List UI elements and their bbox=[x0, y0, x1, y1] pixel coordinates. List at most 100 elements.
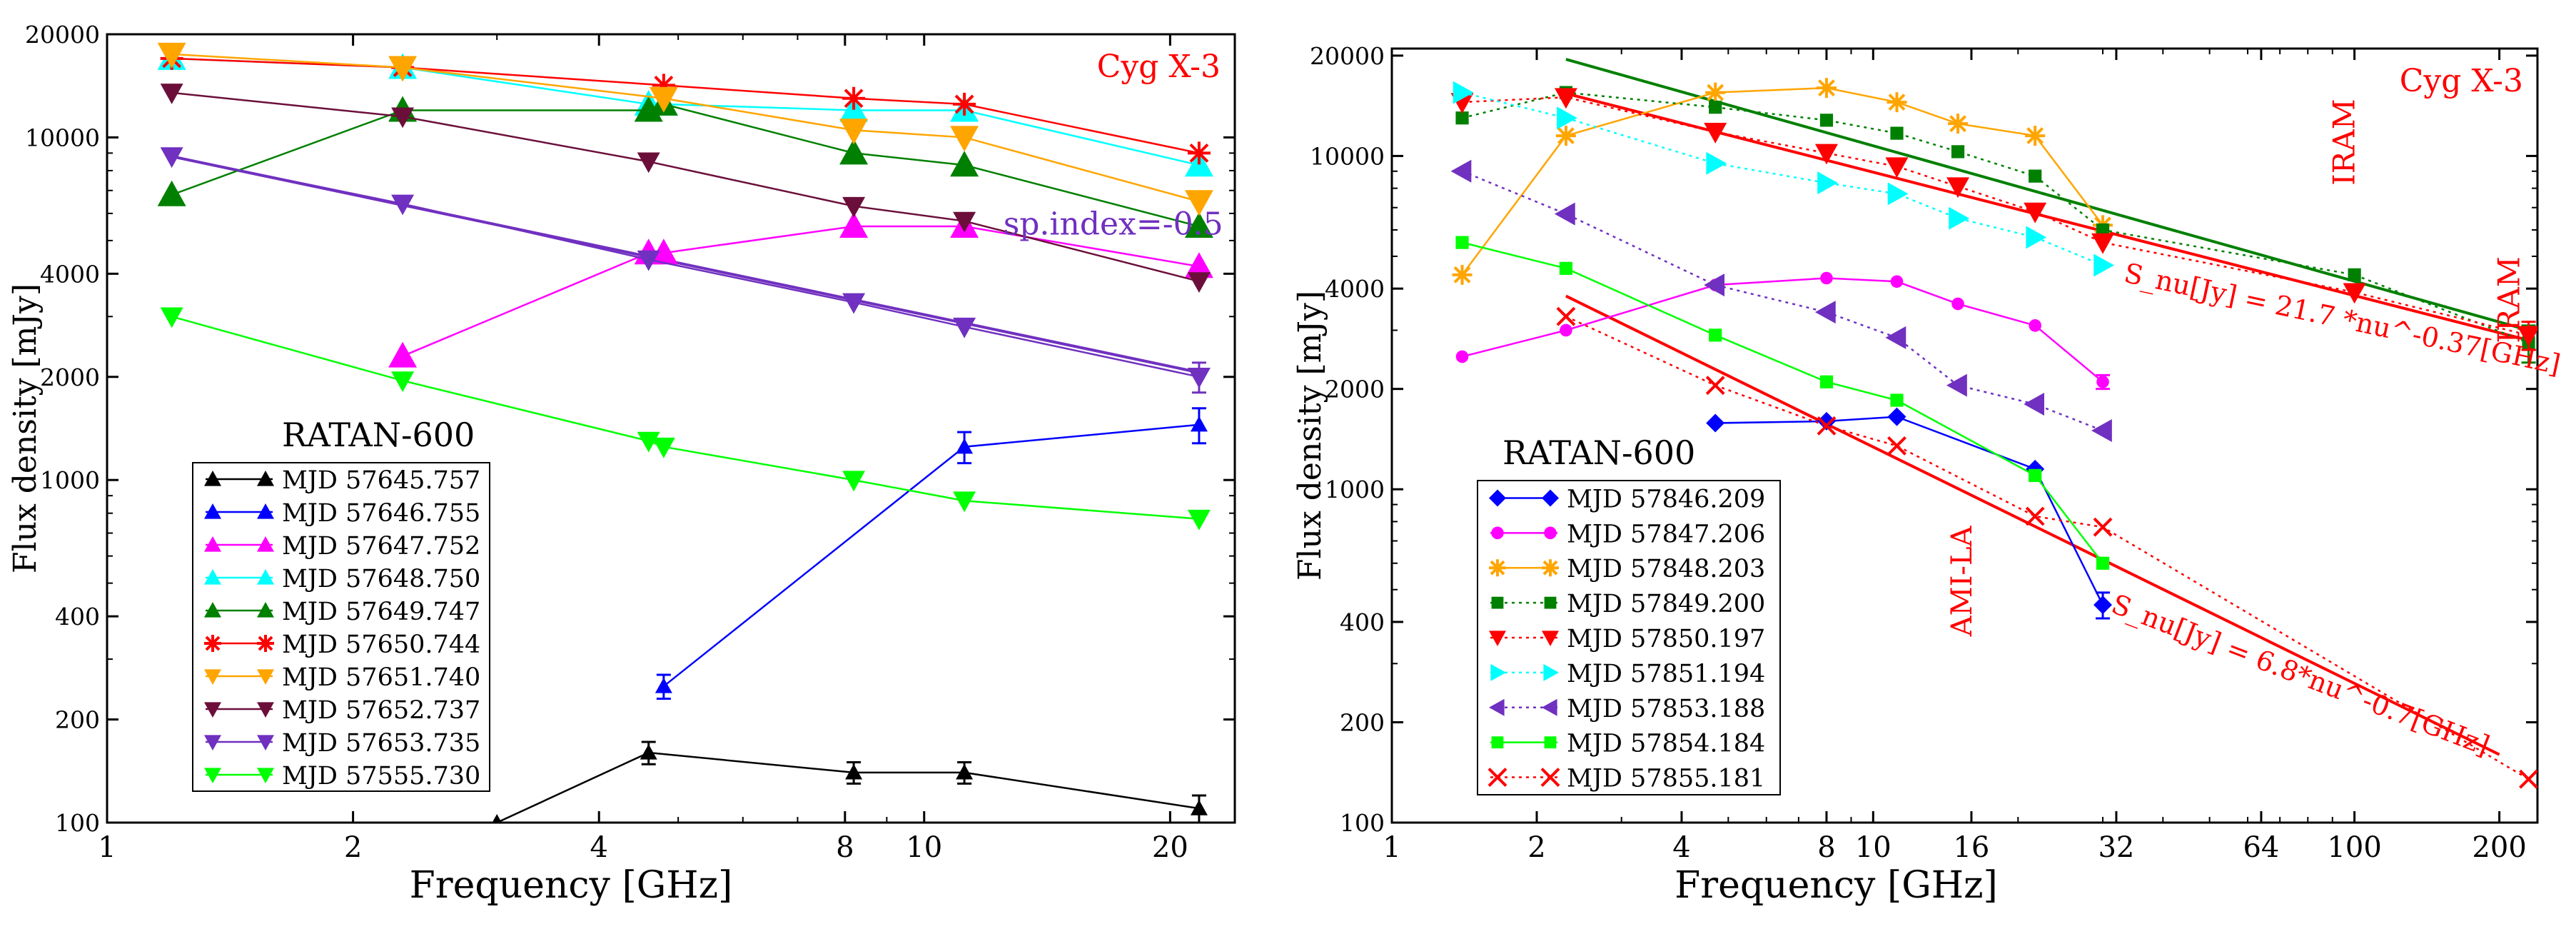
triangle-down-marker bbox=[157, 42, 186, 69]
triangle-up-marker bbox=[655, 678, 672, 693]
y-tick-label: 20000 bbox=[25, 21, 100, 49]
legend-entry-label: MJD 57848.203 bbox=[1567, 555, 1765, 583]
circle-marker bbox=[1560, 323, 1572, 337]
triangle-up-marker bbox=[649, 238, 678, 265]
triangle-down-marker bbox=[2024, 202, 2047, 224]
x-tick-label: 10 bbox=[906, 831, 942, 864]
asterisk-marker bbox=[2025, 126, 2046, 146]
x-marker bbox=[1540, 768, 1560, 787]
series-MJD-57653-735 bbox=[160, 147, 1211, 394]
triangle-down-marker bbox=[204, 735, 221, 750]
series-line bbox=[171, 91, 1200, 283]
y-tick-label: 2000 bbox=[1325, 376, 1385, 403]
triangle-left-marker bbox=[1885, 326, 1906, 349]
x-marker bbox=[1705, 376, 1725, 396]
triangle-left-marker bbox=[1450, 159, 1472, 183]
circle-marker bbox=[1951, 297, 1964, 311]
asterisk-marker bbox=[652, 74, 675, 97]
legend-title: RATAN-600 bbox=[1502, 433, 1695, 472]
series-MJD-57853-188 bbox=[1450, 159, 2112, 443]
square-marker bbox=[1559, 261, 1573, 275]
triangle-down-marker bbox=[2343, 283, 2366, 304]
legend-entry-label: MJD 57653.735 bbox=[282, 729, 480, 758]
triangle-down-marker bbox=[1187, 509, 1211, 531]
triangle-right-marker bbox=[1453, 81, 1474, 104]
triangle-right-marker bbox=[1817, 171, 1838, 195]
square-marker bbox=[2029, 468, 2042, 482]
annotation: IRAM bbox=[2492, 256, 2527, 343]
diamond-marker bbox=[1489, 489, 1506, 507]
plot-area bbox=[1450, 58, 2537, 789]
triangle-down-marker bbox=[391, 194, 415, 216]
circle-marker bbox=[1890, 275, 1904, 288]
x-tick-label: 16 bbox=[1953, 831, 1989, 864]
triangle-up-marker bbox=[204, 536, 221, 552]
triangle-down-marker bbox=[1814, 144, 1838, 165]
diamond-marker bbox=[2093, 596, 2113, 615]
square-marker bbox=[1455, 236, 1469, 249]
triangle-up-marker bbox=[1190, 416, 1208, 432]
triangle-down-marker bbox=[257, 702, 274, 718]
diamond-marker bbox=[1817, 411, 1836, 431]
triangle-up-marker bbox=[157, 180, 186, 206]
series-MJD-57851-194 bbox=[1453, 81, 2115, 277]
diamond-marker bbox=[1542, 489, 1559, 507]
asterisk-marker bbox=[1555, 126, 1576, 146]
chart-title: Cyg X-3 bbox=[1097, 49, 1221, 85]
series-MJD-57850-197 bbox=[1450, 88, 2537, 351]
y-tick-label: 400 bbox=[1340, 608, 1385, 636]
circle-marker bbox=[2096, 375, 2109, 388]
triangle-down-marker bbox=[257, 669, 274, 685]
x-tick-label: 64 bbox=[2243, 831, 2279, 864]
series-line bbox=[171, 53, 1200, 203]
triangle-right-marker bbox=[1887, 182, 1909, 206]
asterisk-marker bbox=[953, 92, 976, 116]
plot-frame bbox=[1390, 47, 2539, 824]
circle-marker bbox=[1455, 350, 1469, 363]
triangle-down-marker bbox=[391, 107, 415, 129]
triangle-right-marker bbox=[1706, 151, 1727, 175]
series-line bbox=[1462, 96, 2529, 336]
circle-marker bbox=[1491, 526, 1504, 540]
triangle-up-marker bbox=[204, 602, 221, 618]
square-marker bbox=[2096, 556, 2110, 570]
triangle-down-marker bbox=[2517, 326, 2537, 347]
fit-line bbox=[1565, 58, 2530, 332]
legend-entry-label: MJD 57650.744 bbox=[282, 631, 480, 659]
asterisk-marker bbox=[1542, 559, 1559, 577]
x-tick-label: 2 bbox=[344, 831, 362, 864]
legend-box bbox=[192, 462, 490, 792]
triangle-up-marker bbox=[388, 341, 418, 368]
y-tick-label: 10000 bbox=[25, 124, 100, 151]
legend-entry-label: MJD 57645.757 bbox=[282, 466, 480, 495]
triangle-down-marker bbox=[1489, 631, 1506, 646]
circle-marker bbox=[1820, 271, 1833, 285]
series-line bbox=[1462, 91, 2103, 266]
triangle-left-marker bbox=[2091, 419, 2112, 443]
legend-entry-label: MJD 57647.752 bbox=[282, 532, 480, 561]
series-MJD-57855-181 bbox=[1556, 306, 2537, 789]
asterisk-marker bbox=[1705, 82, 1726, 103]
fit-line bbox=[1565, 294, 2500, 756]
legend-entry-label: MJD 57652.737 bbox=[282, 696, 480, 725]
triangle-down-marker bbox=[950, 126, 979, 152]
triangle-down-marker bbox=[160, 307, 183, 328]
triangle-up-marker bbox=[204, 471, 221, 486]
chart-title: Cyg X-3 bbox=[2400, 63, 2523, 99]
series-line bbox=[1461, 86, 2104, 276]
triangle-right-marker bbox=[1557, 106, 1577, 130]
triangle-left-marker bbox=[1542, 698, 1557, 716]
y-tick-label: 200 bbox=[55, 706, 100, 734]
square-marker bbox=[2348, 268, 2361, 281]
triangle-up-marker bbox=[257, 602, 274, 618]
y-tick-label: 1000 bbox=[1325, 476, 1385, 503]
triangle-down-marker bbox=[204, 669, 221, 685]
y-tick-label: 1000 bbox=[40, 466, 100, 494]
asterisk-marker bbox=[257, 635, 274, 652]
triangle-left-marker bbox=[1704, 273, 1725, 297]
x-marker bbox=[2519, 769, 2537, 789]
square-marker bbox=[1709, 101, 1722, 114]
triangle-up-marker bbox=[1184, 252, 1213, 278]
annotation: IRAM bbox=[2327, 99, 2362, 186]
asterisk-marker bbox=[1452, 264, 1473, 285]
